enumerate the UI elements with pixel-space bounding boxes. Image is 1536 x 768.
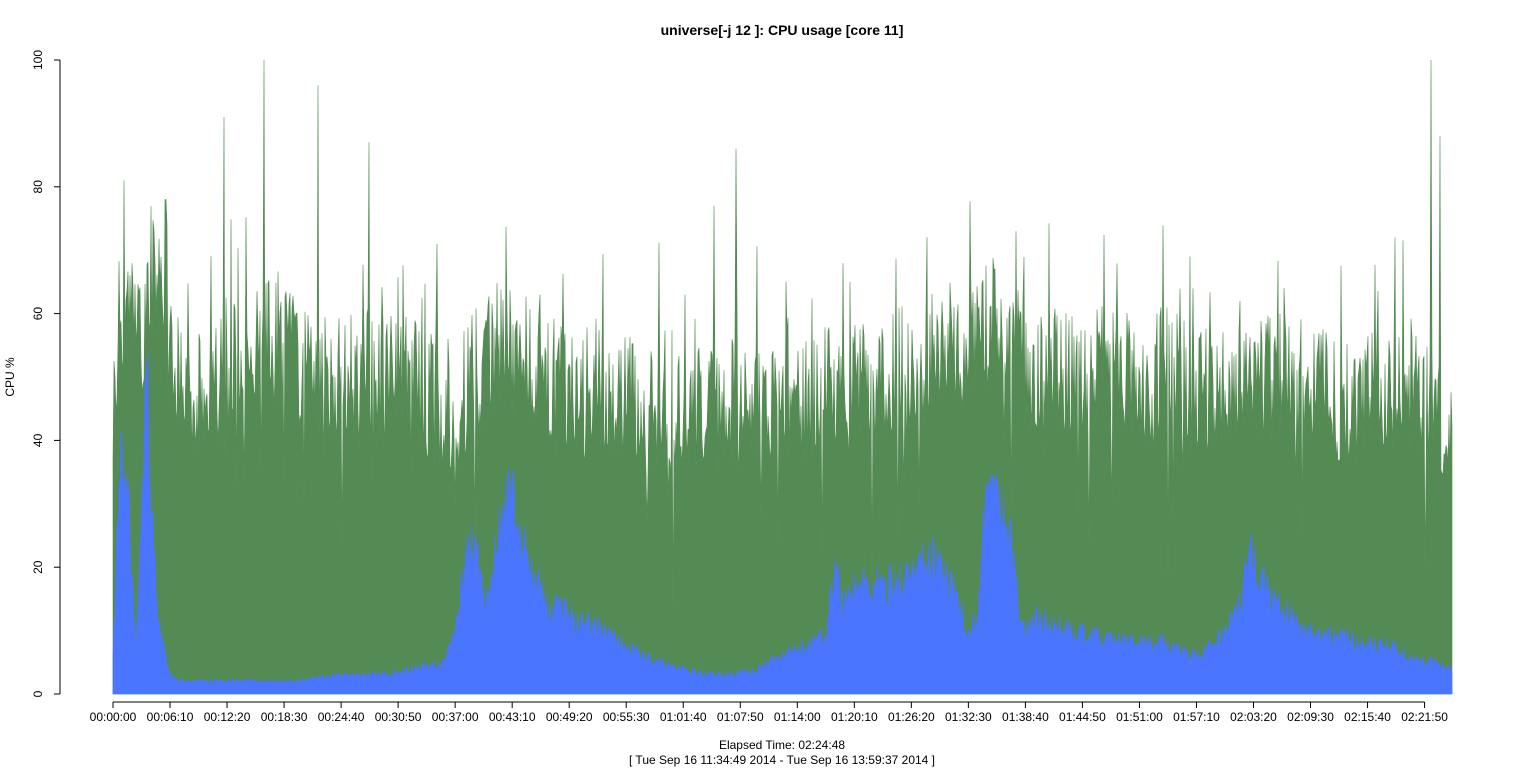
x-tick-label: 00:49:20 <box>546 710 593 724</box>
y-tick-label: 0 <box>31 690 45 697</box>
x-tick-label: 00:30:50 <box>375 710 422 724</box>
y-tick-label: 80 <box>31 180 45 194</box>
x-tick-label: 02:03:20 <box>1230 710 1277 724</box>
x-tick-label: 02:15:40 <box>1344 710 1391 724</box>
y-tick-label: 100 <box>31 50 45 70</box>
chart-title: universe[-j 12 ]: CPU usage [core 11] <box>661 22 904 38</box>
x-tick-label: 00:18:30 <box>261 710 308 724</box>
y-tick-label: 60 <box>31 307 45 321</box>
x-tick-label: 00:24:40 <box>318 710 365 724</box>
x-tick-label: 00:43:10 <box>489 710 536 724</box>
x-axis-label: Elapsed Time: 02:24:48 <box>719 738 845 752</box>
x-tick-label: 01:01:40 <box>660 710 707 724</box>
series-user-cpu-area <box>112 353 1453 695</box>
y-tick-label: 20 <box>31 560 45 574</box>
x-tick-label: 02:21:50 <box>1401 710 1448 724</box>
y-axis-label: CPU % <box>3 357 17 397</box>
x-tick-label: 01:32:30 <box>945 710 992 724</box>
x-tick-label: 01:26:20 <box>888 710 935 724</box>
x-tick-label: 01:14:00 <box>774 710 821 724</box>
x-tick-label: 01:38:40 <box>1002 710 1049 724</box>
x-axis: 00:00:00 00:06:10 00:12:20 00:18:30 00:24:40… <box>90 701 1448 724</box>
x-tick-label: 01:51:00 <box>1116 710 1163 724</box>
x-tick-label: 00:37:00 <box>432 710 479 724</box>
x-tick-label: 00:55:30 <box>603 710 650 724</box>
x-tick-label: 01:44:50 <box>1059 710 1106 724</box>
y-axis: 0 20 40 60 80 100 <box>31 50 61 697</box>
x-tick-label: 00:06:10 <box>147 710 194 724</box>
x-tick-label: 01:57:10 <box>1173 710 1220 724</box>
x-tick-label: 01:07:50 <box>717 710 764 724</box>
plot-area <box>112 59 1453 695</box>
x-tick-label: 02:09:30 <box>1287 710 1334 724</box>
x-axis-date-range: [ Tue Sep 16 11:34:49 2014 - Tue Sep 16 … <box>629 753 935 767</box>
x-tick-label: 00:12:20 <box>204 710 251 724</box>
x-tick-label: 00:00:00 <box>90 710 137 724</box>
x-tick-label: 01:20:10 <box>831 710 878 724</box>
y-tick-label: 40 <box>31 433 45 447</box>
series-total-cpu-area <box>112 59 1453 695</box>
